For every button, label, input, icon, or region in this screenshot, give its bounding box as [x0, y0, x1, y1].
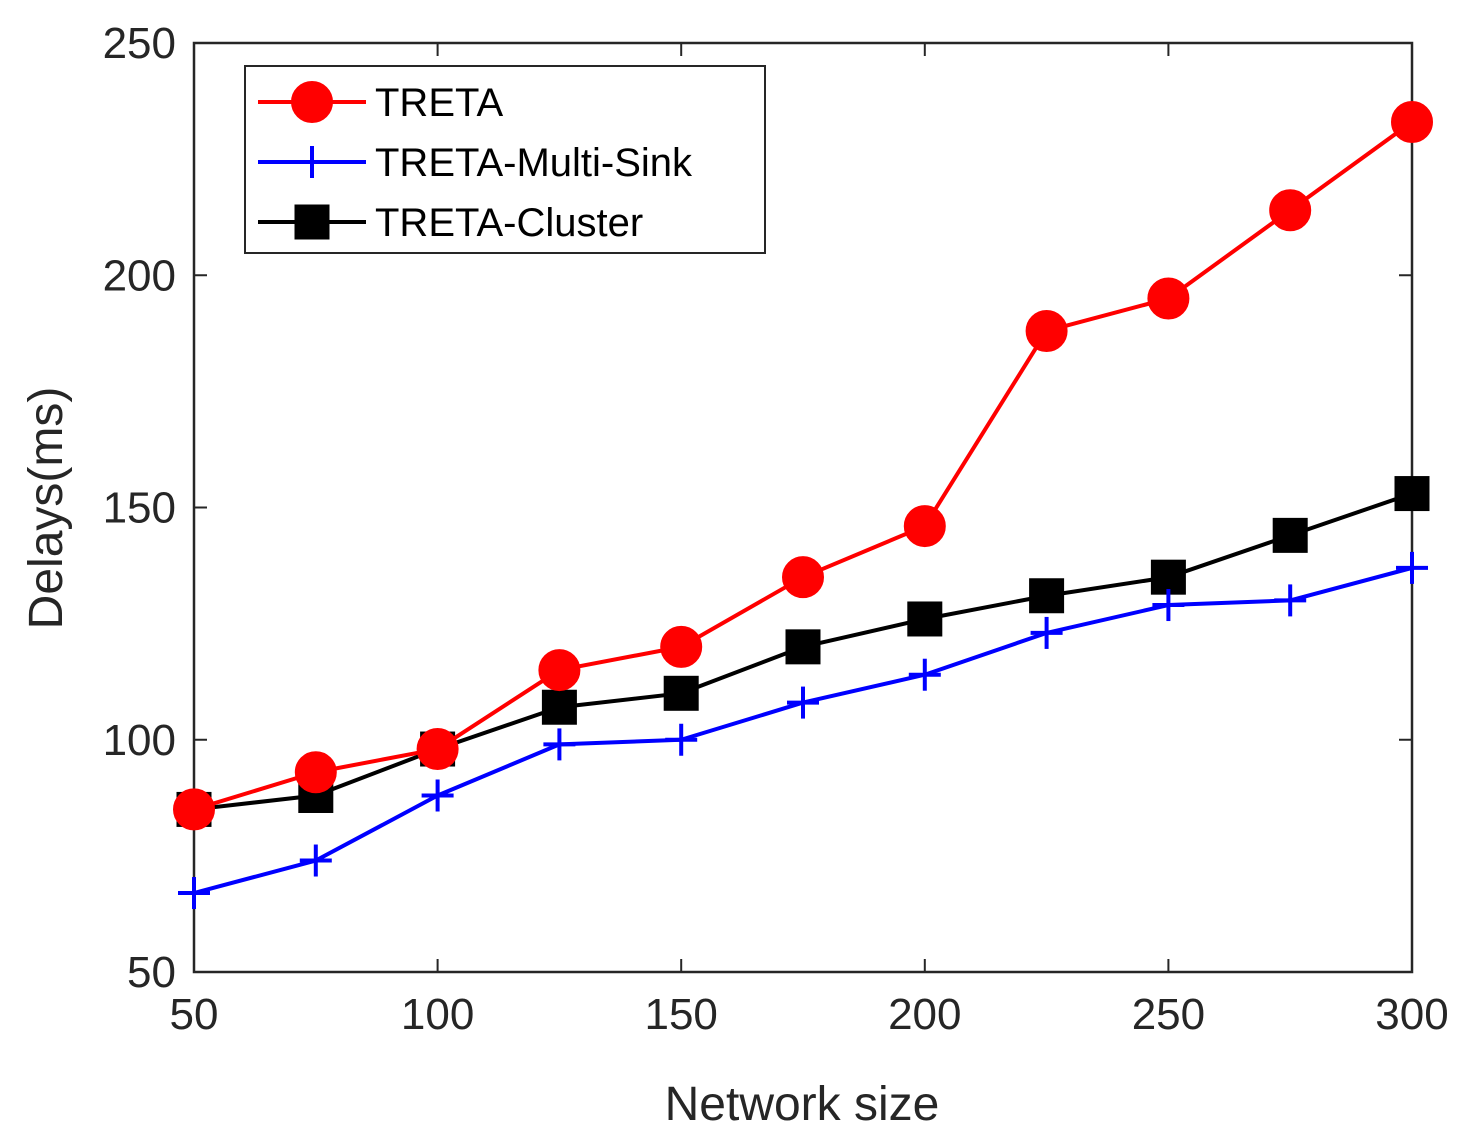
series-treta — [173, 100, 1433, 831]
x-tick-label: 100 — [401, 990, 474, 1039]
data-point-treta-cluster — [785, 629, 821, 665]
axis-ticks: 50 100 150 200 250 300 50 100 150 200 250 — [103, 19, 1449, 1039]
data-point-treta — [294, 751, 337, 794]
x-tick-label: 300 — [1375, 990, 1448, 1039]
series-group — [173, 100, 1433, 910]
y-axis-title: Delays(ms) — [20, 387, 73, 630]
data-point-treta-multi-sink — [178, 877, 210, 910]
data-point-treta-cluster — [1272, 517, 1308, 553]
data-point-treta — [1025, 309, 1068, 352]
y-tick-label: 200 — [103, 251, 176, 300]
data-point-treta-multi-sink — [1396, 551, 1428, 584]
x-tick-label: 250 — [1132, 990, 1205, 1039]
data-point-treta-multi-sink — [1274, 584, 1307, 617]
legend-label-treta: TRETA — [375, 81, 503, 125]
data-point-treta — [1391, 100, 1433, 143]
x-tick-label: 50 — [170, 990, 219, 1039]
data-point-treta-multi-sink — [908, 658, 941, 691]
legend-marker-treta-cluster — [294, 204, 330, 240]
data-point-treta-multi-sink — [1152, 589, 1185, 622]
data-point-treta — [660, 625, 703, 668]
data-point-treta-cluster — [907, 601, 943, 637]
legend-marker-treta-multi-sink — [296, 146, 328, 178]
data-point-treta-multi-sink — [1030, 616, 1063, 649]
y-tick-label: 100 — [103, 716, 176, 765]
data-point-treta — [1269, 189, 1312, 232]
x-tick-label: 200 — [888, 990, 961, 1039]
data-point-treta-cluster — [1029, 578, 1065, 614]
legend-label-treta-cluster: TRETA-Cluster — [375, 201, 643, 245]
legend: TRETA TRETA-Multi-Sink TRETA-Cluster — [244, 65, 766, 254]
data-point-treta — [538, 649, 581, 692]
y-tick-label: 150 — [103, 484, 176, 533]
x-axis-title: Network size — [665, 1078, 940, 1131]
data-point-treta-cluster — [1150, 559, 1186, 595]
data-point-treta-multi-sink — [787, 686, 819, 719]
data-point-treta-multi-sink — [421, 779, 454, 812]
y-tick-label: 250 — [103, 19, 176, 68]
legend-label-treta-multi-sink: TRETA-Multi-Sink — [375, 141, 693, 185]
data-point-treta-multi-sink — [665, 723, 698, 756]
data-point-treta — [1147, 277, 1190, 320]
data-point-treta-cluster — [541, 689, 577, 725]
legend-marker-treta — [291, 81, 333, 123]
y-tick-label: 50 — [127, 948, 176, 997]
data-point-treta-multi-sink — [299, 844, 332, 877]
series-treta-multi-sink — [178, 551, 1428, 910]
data-point-treta — [903, 505, 946, 548]
data-point-treta-cluster — [663, 675, 699, 711]
data-point-treta — [416, 728, 459, 771]
x-tick-label: 150 — [644, 990, 717, 1039]
data-point-treta-cluster — [1394, 476, 1430, 512]
data-point-treta — [173, 788, 215, 831]
data-point-treta-multi-sink — [543, 728, 576, 761]
data-point-treta — [782, 556, 824, 599]
